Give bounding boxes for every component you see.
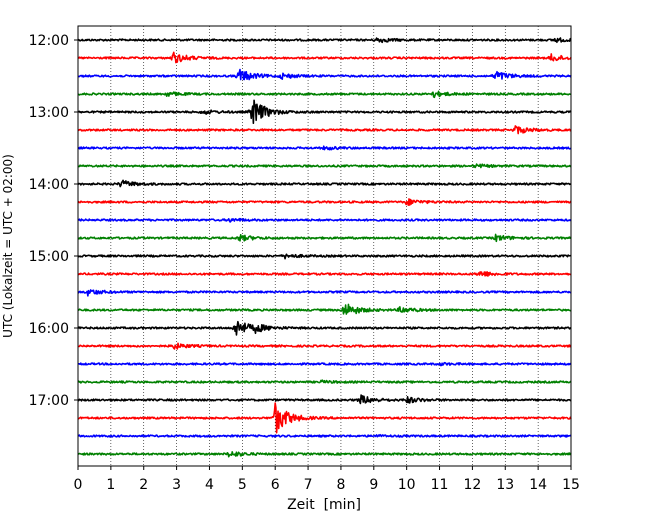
x-tick-label: 11 <box>431 477 449 493</box>
y-tick-label: 16:00 <box>29 321 69 337</box>
trace-line <box>77 99 572 124</box>
y-tick-label: 13:00 <box>29 105 69 121</box>
x-tick-label: 0 <box>74 477 83 493</box>
trace-line <box>77 289 572 297</box>
y-tick-label: 17:00 <box>29 393 69 409</box>
y-axis-label: UTC (Lokalzeit = UTC + 02:00) <box>1 154 15 338</box>
x-tick-label: 5 <box>238 477 247 493</box>
trace-line <box>77 217 572 223</box>
trace-line <box>77 303 572 315</box>
y-axis-ticks: 12:00 13:00 14:00 15:00 16:00 17:00 <box>29 33 78 409</box>
trace-line <box>77 253 572 260</box>
x-tick-label: 9 <box>369 477 378 493</box>
x-tick-label: 3 <box>172 477 181 493</box>
x-tick-label: 8 <box>336 477 345 493</box>
y-tick-label: 12:00 <box>29 33 69 49</box>
seismogram-traces <box>77 37 572 458</box>
trace-line <box>77 342 572 350</box>
y-tick-label: 14:00 <box>29 177 69 193</box>
trace-line <box>77 402 572 434</box>
trace-line <box>77 361 572 367</box>
trace-line <box>77 198 572 206</box>
trace-line <box>77 233 572 243</box>
x-tick-label: 10 <box>398 477 416 493</box>
trace-line <box>77 125 572 135</box>
x-tick-label: 15 <box>562 477 580 493</box>
y-tick-label: 15:00 <box>29 249 69 265</box>
trace-line <box>77 433 572 438</box>
x-tick-label: 4 <box>205 477 214 493</box>
trace-line <box>77 51 572 64</box>
trace-line <box>77 320 572 336</box>
x-tick-label: 12 <box>463 477 481 493</box>
trace-line <box>77 68 572 81</box>
trace-line <box>77 37 572 44</box>
x-grid <box>110 26 539 466</box>
plot-frame <box>77 25 572 467</box>
trace-line <box>77 90 572 99</box>
trace-line <box>77 163 572 169</box>
x-tick-label: 1 <box>106 477 115 493</box>
x-axis-ticks: 0 1 2 3 4 5 6 7 8 9 10 11 12 13 14 15 <box>74 466 580 493</box>
trace-line <box>77 379 572 384</box>
x-axis-label: Zeit [min] <box>287 497 361 513</box>
trace-line <box>77 271 572 277</box>
x-tick-label: 2 <box>139 477 148 493</box>
trace-line <box>77 451 572 458</box>
x-tick-label: 7 <box>304 477 313 493</box>
trace-line <box>77 179 572 188</box>
x-tick-label: 6 <box>271 477 280 493</box>
x-tick-label: 14 <box>529 477 547 493</box>
x-tick-label: 13 <box>496 477 514 493</box>
trace-line <box>77 394 572 405</box>
trace-line <box>77 145 572 151</box>
